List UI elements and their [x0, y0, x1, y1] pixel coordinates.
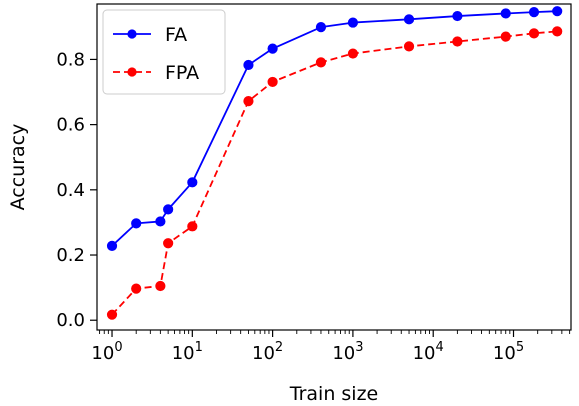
legend-marker-fa — [127, 29, 137, 39]
x-axis-label: Train size — [289, 383, 378, 405]
x-tick-label: 102 — [252, 340, 283, 364]
data-point-fpa — [452, 36, 463, 47]
x-tick-label: 104 — [413, 340, 444, 364]
legend: FA FPA — [102, 9, 226, 95]
legend-box — [102, 9, 226, 95]
x-tick-label: 103 — [332, 340, 363, 364]
data-point-fpa — [131, 283, 142, 294]
x-tick-label: 105 — [493, 340, 524, 364]
data-point-fpa — [315, 57, 327, 68]
series-layer — [106, 6, 563, 320]
y-tick-label: 0.4 — [56, 180, 85, 201]
data-point-fa — [552, 6, 563, 17]
data-point-fpa — [163, 238, 174, 249]
data-point-fa — [106, 240, 118, 251]
data-point-fa — [155, 216, 166, 227]
data-point-fa — [403, 14, 415, 25]
axes-frame — [96, 3, 572, 331]
y-tick-label: 0.6 — [56, 115, 85, 136]
data-point-fpa — [500, 31, 511, 42]
y-tick-label: 0.8 — [56, 49, 85, 70]
data-point-fpa — [155, 280, 166, 292]
legend-label-fa: FA — [165, 24, 187, 46]
data-point-fa — [243, 59, 254, 71]
data-point-fpa — [267, 76, 278, 88]
data-point-fpa — [552, 26, 563, 37]
data-point-fa — [187, 177, 198, 188]
data-point-fa — [267, 43, 278, 54]
data-point-fpa — [106, 309, 118, 320]
data-point-fa — [452, 10, 463, 22]
data-point-fa — [500, 8, 511, 19]
data-point-fa — [347, 17, 359, 28]
legend-marker-fpa — [127, 67, 137, 77]
y-axis-label: Accuracy — [7, 124, 29, 211]
data-point-fpa — [528, 28, 540, 39]
axes: 0.0 0.2 0.4 0.6 0.8 100 101 102 103 104 105 — [56, 3, 572, 364]
y-tick-label: 0.0 — [56, 310, 85, 331]
data-point-fpa — [243, 96, 254, 107]
data-point-fa — [163, 204, 174, 215]
data-point-fpa — [403, 41, 415, 52]
x-tick-label: 101 — [172, 340, 203, 364]
series-line-fpa — [111, 30, 558, 316]
data-point-fa — [131, 218, 142, 229]
data-point-fa — [528, 7, 540, 18]
y-tick-label: 0.2 — [56, 245, 85, 266]
data-point-fpa — [187, 221, 198, 232]
data-point-fa — [315, 22, 327, 33]
x-tick-label: 100 — [91, 340, 122, 364]
data-point-fpa — [347, 48, 359, 59]
legend-label-fpa: FPA — [165, 62, 199, 84]
